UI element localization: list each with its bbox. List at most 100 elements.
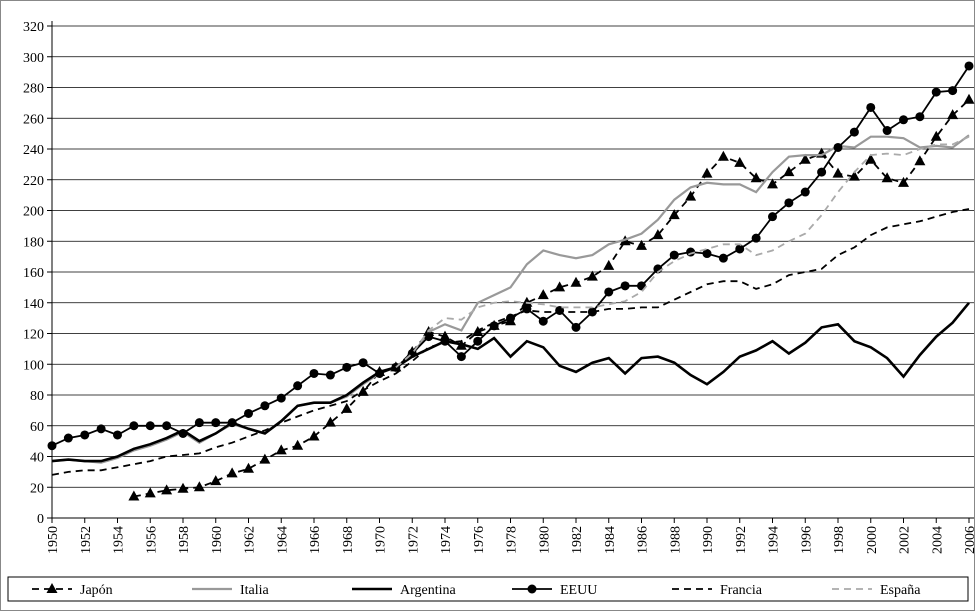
x-tick-label: 1962 [243, 526, 258, 554]
point [276, 393, 286, 403]
point [882, 126, 892, 136]
point [538, 316, 548, 326]
x-tick-label: 1960 [210, 526, 225, 554]
point [881, 172, 893, 183]
point [750, 172, 762, 183]
y-tick-label: 20 [30, 481, 44, 496]
x-tick-label: 1972 [406, 526, 421, 554]
point [145, 421, 155, 431]
legend-label: España [880, 583, 921, 598]
y-tick-label: 240 [23, 143, 44, 158]
point [161, 484, 173, 495]
point [293, 381, 303, 391]
point [948, 86, 958, 96]
point [734, 156, 746, 167]
point [309, 368, 319, 378]
y-tick-label: 200 [23, 205, 44, 220]
x-tick-label: 1994 [767, 526, 782, 554]
point [964, 61, 974, 71]
point [292, 439, 304, 450]
point [113, 430, 122, 440]
point [324, 416, 336, 427]
x-tick-label: 1998 [832, 526, 847, 554]
x-tick-label: 2000 [865, 526, 880, 554]
x-tick-label: 1974 [439, 526, 454, 554]
point [194, 418, 204, 428]
point [931, 87, 941, 97]
y-tick-label: 100 [23, 358, 44, 373]
point [341, 402, 353, 413]
x-tick-label: 2004 [930, 526, 945, 554]
point [259, 453, 271, 464]
point [669, 250, 679, 260]
point [604, 287, 614, 297]
x-tick-label: 1950 [46, 526, 61, 554]
x-tick-label: 2006 [963, 526, 975, 554]
point [144, 487, 156, 498]
point [652, 229, 664, 240]
y-tick-label: 140 [23, 297, 44, 312]
point [521, 296, 533, 307]
point [63, 433, 73, 443]
point [848, 170, 860, 181]
y-tick-label: 160 [23, 266, 44, 281]
point [832, 167, 844, 178]
point [865, 153, 877, 164]
point [226, 467, 238, 478]
point [537, 289, 549, 300]
point [424, 332, 434, 342]
point [947, 109, 959, 120]
y-tick-label: 0 [37, 512, 44, 527]
point [570, 276, 582, 287]
point [129, 421, 139, 431]
x-tick-label: 1992 [734, 526, 749, 554]
point [833, 142, 843, 152]
point [358, 358, 368, 368]
y-tick-label: 60 [30, 420, 44, 435]
point [193, 481, 205, 492]
series-line [51, 208, 970, 476]
point [128, 490, 140, 501]
point [96, 424, 106, 434]
point [817, 167, 827, 177]
point [275, 444, 287, 455]
x-tick-label: 1986 [636, 526, 651, 554]
point [177, 482, 189, 493]
point [767, 178, 778, 189]
x-tick-label: 1956 [144, 526, 159, 554]
x-tick-label: 1966 [308, 526, 323, 554]
point [701, 167, 713, 178]
y-tick-label: 300 [23, 51, 44, 66]
x-tick-label: 1952 [79, 526, 94, 554]
point [210, 475, 222, 486]
point [571, 322, 581, 332]
point [489, 321, 499, 331]
series-line [133, 99, 970, 498]
point [47, 441, 57, 451]
point [768, 212, 777, 222]
point [898, 176, 909, 187]
point [866, 102, 876, 112]
series-line [395, 135, 970, 368]
y-tick-label: 120 [23, 328, 44, 343]
point [899, 115, 908, 125]
x-tick-label: 1978 [505, 526, 520, 554]
point [260, 401, 270, 411]
legend-marker [46, 583, 58, 593]
point [325, 370, 335, 380]
point [243, 462, 254, 473]
y-tick-label: 40 [30, 451, 44, 466]
y-tick-label: 80 [30, 389, 44, 404]
legend-label: Italia [240, 583, 270, 598]
point [211, 418, 221, 428]
point [717, 150, 729, 161]
point [783, 166, 795, 177]
point [603, 259, 615, 270]
point [963, 93, 975, 104]
point [554, 281, 566, 292]
x-tick-label: 1990 [701, 526, 716, 554]
point [178, 428, 188, 438]
x-tick-label: 1980 [537, 526, 552, 554]
point [930, 130, 942, 141]
